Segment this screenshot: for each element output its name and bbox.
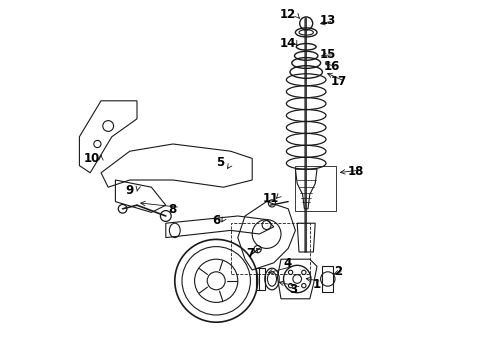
Text: 5: 5 <box>217 156 224 169</box>
Text: 14: 14 <box>279 37 295 50</box>
Text: 4: 4 <box>283 257 292 270</box>
Text: 6: 6 <box>212 214 220 227</box>
Text: 11: 11 <box>263 192 279 204</box>
Text: 9: 9 <box>125 184 133 197</box>
Text: 17: 17 <box>330 75 347 87</box>
Bar <box>294 166 336 211</box>
Text: 1: 1 <box>313 278 321 291</box>
Text: 8: 8 <box>168 203 176 216</box>
Text: 12: 12 <box>280 8 296 21</box>
Bar <box>231 223 310 274</box>
Text: 13: 13 <box>319 14 336 27</box>
Text: 10: 10 <box>84 152 100 165</box>
Text: 18: 18 <box>348 165 364 177</box>
Text: 2: 2 <box>335 265 343 278</box>
Text: 3: 3 <box>290 283 297 296</box>
Text: 7: 7 <box>246 247 255 260</box>
Text: 15: 15 <box>319 48 336 61</box>
Text: 16: 16 <box>323 60 340 73</box>
